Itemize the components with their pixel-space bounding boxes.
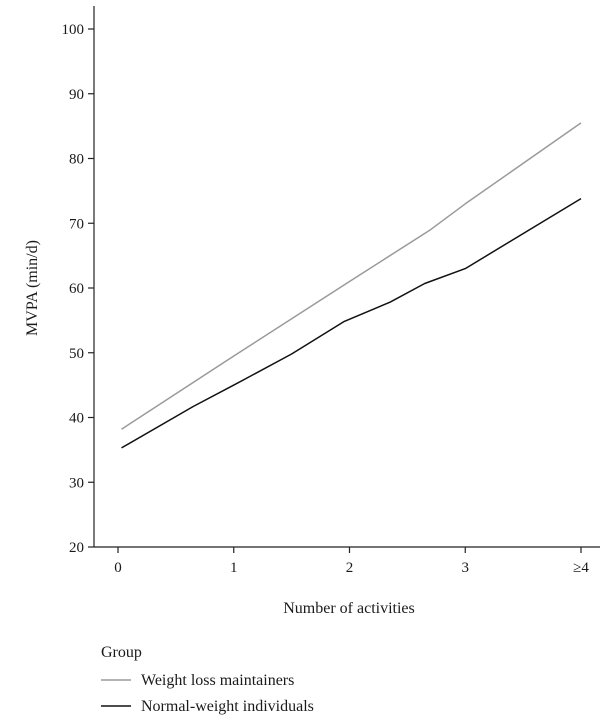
x-tick-label: 2 [346,560,354,576]
y-tick-label: 30 [69,475,84,491]
x-axis-title: Number of activities [283,600,415,617]
y-tick-label: 70 [69,216,84,232]
y-axis: 20 30 40 50 60 70 80 90 100 [62,6,95,556]
legend-title: Group [101,644,142,661]
x-tick-label: 0 [114,560,122,576]
legend-label: Normal-weight individuals [141,698,314,715]
series-layer [121,122,582,449]
x-tick-label: 3 [462,560,470,576]
series-line-2 [121,197,582,449]
y-tick-label: 60 [69,281,84,297]
y-tick-label: 80 [69,152,84,168]
x-tick-label: ≥4 [573,560,589,576]
x-tick-label: 1 [230,560,238,576]
series-line-1 [121,122,582,430]
y-tick-label: 90 [69,87,84,103]
y-tick-label: 100 [62,22,85,38]
x-axis: 0 1 2 3 ≥4 [94,546,600,576]
y-tick-label: 40 [69,411,84,427]
legend: Group Weight loss maintainers Normal-weig… [101,644,314,715]
legend-label: Weight loss maintainers [141,672,294,689]
y-axis-title: MVPA (min/d) [24,240,41,336]
y-tick-label: 50 [69,346,84,362]
y-tick-label: 20 [69,540,84,556]
